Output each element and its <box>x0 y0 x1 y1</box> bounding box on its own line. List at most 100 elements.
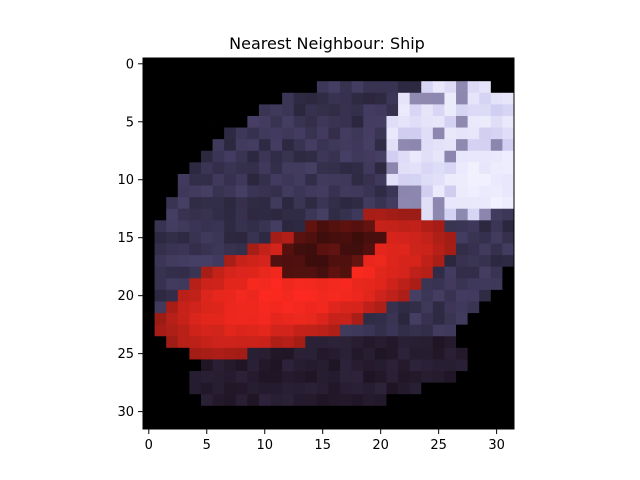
image-pixel <box>166 243 179 256</box>
image-pixel <box>235 127 248 140</box>
image-pixel <box>258 278 271 291</box>
image-pixel <box>212 289 225 302</box>
image-pixel <box>316 104 329 117</box>
image-pixel <box>398 266 411 279</box>
image-pixel <box>467 104 480 117</box>
image-pixel <box>316 266 329 279</box>
image-pixel <box>328 185 341 198</box>
image-pixel <box>189 313 202 326</box>
image-pixel <box>479 115 492 128</box>
image-pixel <box>200 162 213 175</box>
image-pixel <box>282 92 295 105</box>
image-pixel <box>305 92 318 105</box>
image-pixel <box>316 173 329 186</box>
image-pixel <box>293 347 306 360</box>
image-pixel <box>409 359 422 372</box>
image-pixel <box>258 115 271 128</box>
image-pixel <box>282 289 295 302</box>
image-pixel <box>374 173 387 186</box>
image-pixel <box>177 92 190 105</box>
image-pixel <box>467 347 480 360</box>
image-pixel <box>143 371 155 384</box>
image-pixel <box>444 336 457 349</box>
image-pixel <box>189 162 202 175</box>
image-pixel <box>351 104 364 117</box>
image-pixel <box>235 371 248 384</box>
image-pixel <box>398 69 411 82</box>
image-pixel <box>166 150 179 163</box>
image-pixel <box>490 139 503 152</box>
image-pixel <box>502 313 515 326</box>
image-pixel <box>293 58 306 70</box>
image-pixel <box>467 92 480 105</box>
image-pixel <box>282 336 295 349</box>
image-pixel <box>386 266 399 279</box>
image-pixel <box>328 173 341 186</box>
image-pixel <box>282 417 295 430</box>
image-pixel <box>328 162 341 175</box>
image-pixel <box>456 371 469 384</box>
image-pixel <box>398 394 411 407</box>
image-pixel <box>328 382 341 395</box>
image-pixel <box>502 278 515 291</box>
image-pixel <box>363 382 376 395</box>
image-pixel <box>247 69 260 82</box>
image-pixel <box>351 313 364 326</box>
image-pixel <box>154 394 167 407</box>
y-tick-label: 10 <box>117 173 134 188</box>
image-pixel <box>467 382 480 395</box>
image-pixel <box>409 301 422 314</box>
image-pixel <box>479 347 492 360</box>
image-pixel <box>363 289 376 302</box>
image-pixel <box>374 69 387 82</box>
image-pixel <box>444 255 457 268</box>
image-pixel <box>143 394 155 407</box>
image-pixel <box>351 371 364 384</box>
image-pixel <box>305 347 318 360</box>
image-pixel <box>316 278 329 291</box>
image-pixel <box>166 266 179 279</box>
image-pixel <box>154 289 167 302</box>
image-pixel <box>328 289 341 302</box>
image-pixel <box>154 324 167 337</box>
image-pixel <box>490 347 503 360</box>
image-pixel <box>363 81 376 94</box>
image-pixel <box>258 150 271 163</box>
image-pixel <box>235 115 248 128</box>
image-pixel <box>270 150 283 163</box>
image-pixel <box>143 405 155 418</box>
image-pixel <box>177 255 190 268</box>
image-pixel <box>432 255 445 268</box>
image-pixel <box>467 139 480 152</box>
image-pixel <box>444 243 457 256</box>
image-pixel <box>293 231 306 244</box>
image-pixel <box>456 127 469 140</box>
image-pixel <box>456 81 469 94</box>
image-pixel <box>282 231 295 244</box>
image-pixel <box>490 231 503 244</box>
image-pixel <box>258 347 271 360</box>
image-pixel <box>479 313 492 326</box>
image-pixel <box>432 243 445 256</box>
image-pixel <box>305 115 318 128</box>
image-pixel <box>235 382 248 395</box>
image-pixel <box>305 255 318 268</box>
image-pixel <box>502 220 515 233</box>
image-pixel <box>340 220 353 233</box>
image-pixel <box>479 69 492 82</box>
image-pixel <box>143 347 155 360</box>
image-pixel <box>467 255 480 268</box>
image-pixel <box>166 301 179 314</box>
image-pixel <box>258 69 271 82</box>
image-pixel <box>189 371 202 384</box>
image-pixel <box>166 394 179 407</box>
image-pixel <box>177 220 190 233</box>
image-pixel <box>456 197 469 210</box>
image-pixel <box>409 127 422 140</box>
image-pixel <box>189 347 202 360</box>
image-pixel <box>467 371 480 384</box>
image-pixel <box>305 289 318 302</box>
image-pixel <box>177 173 190 186</box>
image-pixel <box>374 81 387 94</box>
image-pixel <box>166 405 179 418</box>
